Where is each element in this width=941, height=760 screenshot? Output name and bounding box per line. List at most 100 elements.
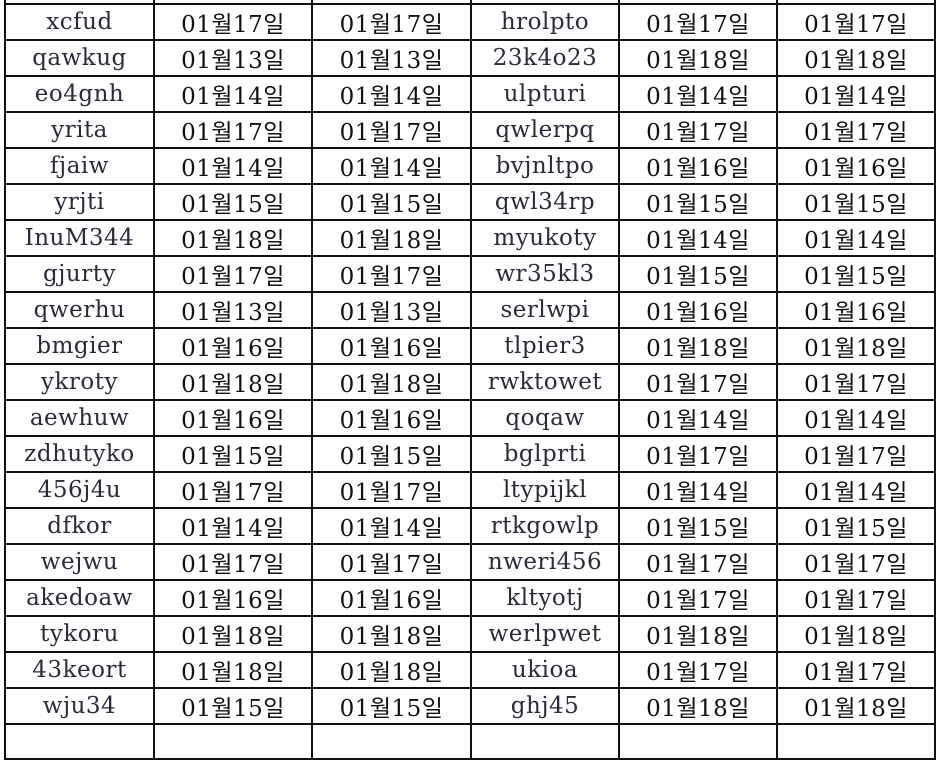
name-cell[interactable]: qoqaw <box>470 399 620 437</box>
name-cell[interactable]: InuM344 <box>4 219 155 257</box>
date-cell[interactable]: 01월17일 <box>618 651 778 689</box>
date-cell[interactable]: 01월17일 <box>618 111 778 149</box>
cell[interactable] <box>618 0 778 5</box>
name-cell[interactable]: rtkgowlp <box>470 507 620 545</box>
date-cell[interactable]: 01월16일 <box>311 579 472 617</box>
date-cell[interactable]: 01월18일 <box>618 615 778 653</box>
date-cell[interactable]: 01월17일 <box>311 111 472 149</box>
name-cell[interactable]: ltypijkl <box>470 471 620 509</box>
date-cell[interactable]: 01월14일 <box>153 147 313 185</box>
date-cell[interactable]: 01월17일 <box>311 3 472 41</box>
date-cell[interactable]: 01월15일 <box>776 507 936 545</box>
name-cell[interactable]: bvjnltpo <box>470 147 620 185</box>
date-cell[interactable]: 01월18일 <box>311 219 472 257</box>
date-cell[interactable]: 01월18일 <box>311 651 472 689</box>
date-cell[interactable]: 01월17일 <box>618 3 778 41</box>
date-cell[interactable]: 01월15일 <box>153 183 313 221</box>
name-cell[interactable]: dfkor <box>4 507 155 545</box>
name-cell[interactable]: xcfud <box>4 3 155 41</box>
name-cell[interactable]: kltyotj <box>470 579 620 617</box>
date-cell[interactable]: 01월13일 <box>311 39 472 77</box>
date-cell[interactable]: 01월14일 <box>153 75 313 113</box>
name-cell[interactable]: akedoaw <box>4 579 155 617</box>
date-cell[interactable]: 01월17일 <box>311 471 472 509</box>
cell[interactable] <box>470 723 620 760</box>
date-cell[interactable]: 01월18일 <box>618 39 778 77</box>
date-cell[interactable]: 01월16일 <box>153 579 313 617</box>
name-cell[interactable]: ykroty <box>4 363 155 401</box>
date-cell[interactable]: 01월14일 <box>776 471 936 509</box>
date-cell[interactable]: 01월15일 <box>776 183 936 221</box>
name-cell[interactable]: tlpier3 <box>470 327 620 365</box>
date-cell[interactable]: 01월14일 <box>776 219 936 257</box>
date-cell[interactable]: 01월17일 <box>311 255 472 293</box>
date-cell[interactable]: 01월17일 <box>776 579 936 617</box>
date-cell[interactable]: 01월15일 <box>311 183 472 221</box>
date-cell[interactable]: 01월16일 <box>618 147 778 185</box>
date-cell[interactable]: 01월16일 <box>776 291 936 329</box>
date-cell[interactable]: 01월17일 <box>618 435 778 473</box>
date-cell[interactable]: 01월17일 <box>153 255 313 293</box>
name-cell[interactable]: werlpwet <box>470 615 620 653</box>
date-cell[interactable]: 01월14일 <box>311 75 472 113</box>
cell[interactable] <box>311 0 472 5</box>
date-cell[interactable]: 01월13일 <box>153 39 313 77</box>
date-cell[interactable]: 01월14일 <box>618 219 778 257</box>
date-cell[interactable]: 01월17일 <box>618 543 778 581</box>
date-cell[interactable]: 01월18일 <box>153 615 313 653</box>
cell[interactable] <box>311 723 472 760</box>
name-cell[interactable]: qwerhu <box>4 291 155 329</box>
name-cell[interactable]: bmgier <box>4 327 155 365</box>
date-cell[interactable]: 01월13일 <box>153 291 313 329</box>
name-cell[interactable]: nweri456 <box>470 543 620 581</box>
date-cell[interactable]: 01월16일 <box>776 147 936 185</box>
name-cell[interactable]: yrita <box>4 111 155 149</box>
date-cell[interactable]: 01월15일 <box>311 687 472 725</box>
cell[interactable] <box>153 723 313 760</box>
date-cell[interactable]: 01월17일 <box>153 471 313 509</box>
name-cell[interactable]: yrjti <box>4 183 155 221</box>
date-cell[interactable]: 01월18일 <box>776 687 936 725</box>
cell[interactable] <box>153 0 313 5</box>
date-cell[interactable]: 01월17일 <box>618 579 778 617</box>
date-cell[interactable]: 01월15일 <box>618 255 778 293</box>
name-cell[interactable]: fjaiw <box>4 147 155 185</box>
date-cell[interactable]: 01월16일 <box>311 399 472 437</box>
date-cell[interactable]: 01월18일 <box>311 363 472 401</box>
date-cell[interactable]: 01월18일 <box>776 327 936 365</box>
name-cell[interactable]: ulpturi <box>470 75 620 113</box>
date-cell[interactable]: 01월15일 <box>153 435 313 473</box>
date-cell[interactable]: 01월18일 <box>776 615 936 653</box>
name-cell[interactable]: qwl34rp <box>470 183 620 221</box>
date-cell[interactable]: 01월17일 <box>776 651 936 689</box>
name-cell[interactable]: 23k4o23 <box>470 39 620 77</box>
cell[interactable] <box>776 0 936 5</box>
date-cell[interactable]: 01월16일 <box>311 327 472 365</box>
date-cell[interactable]: 01월17일 <box>153 3 313 41</box>
name-cell[interactable]: 456j4u <box>4 471 155 509</box>
date-cell[interactable]: 01월14일 <box>153 507 313 545</box>
date-cell[interactable]: 01월15일 <box>618 183 778 221</box>
date-cell[interactable]: 01월15일 <box>618 507 778 545</box>
cell[interactable] <box>470 0 620 5</box>
name-cell[interactable]: rwktowet <box>470 363 620 401</box>
name-cell[interactable]: 43keort <box>4 651 155 689</box>
date-cell[interactable]: 01월17일 <box>618 363 778 401</box>
cell[interactable] <box>776 723 936 760</box>
date-cell[interactable]: 01월18일 <box>311 615 472 653</box>
date-cell[interactable]: 01월14일 <box>776 75 936 113</box>
name-cell[interactable]: serlwpi <box>470 291 620 329</box>
date-cell[interactable]: 01월17일 <box>311 543 472 581</box>
date-cell[interactable]: 01월18일 <box>618 327 778 365</box>
date-cell[interactable]: 01월16일 <box>153 327 313 365</box>
date-cell[interactable]: 01월17일 <box>776 363 936 401</box>
date-cell[interactable]: 01월17일 <box>776 3 936 41</box>
name-cell[interactable]: bglprti <box>470 435 620 473</box>
name-cell[interactable]: tykoru <box>4 615 155 653</box>
name-cell[interactable]: hrolpto <box>470 3 620 41</box>
date-cell[interactable]: 01월17일 <box>153 111 313 149</box>
name-cell[interactable]: myukoty <box>470 219 620 257</box>
cell[interactable] <box>618 723 778 760</box>
date-cell[interactable]: 01월18일 <box>618 687 778 725</box>
name-cell[interactable]: ghj45 <box>470 687 620 725</box>
